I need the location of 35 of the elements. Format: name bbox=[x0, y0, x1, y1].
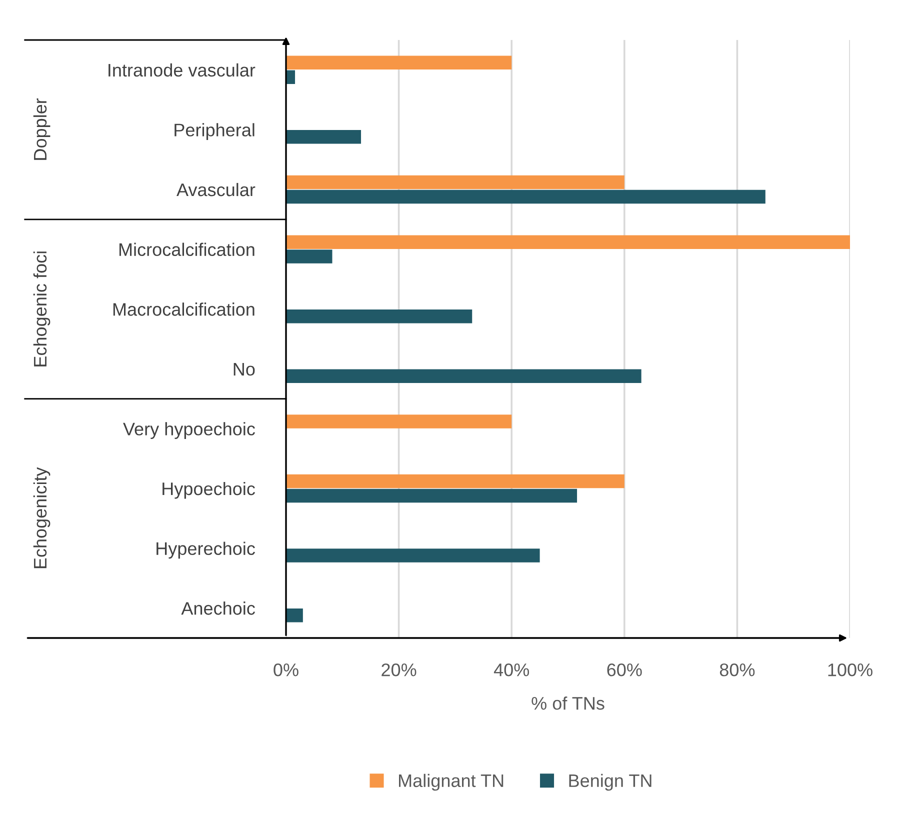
y-tick-label: Avascular bbox=[176, 182, 256, 196]
bar bbox=[286, 235, 850, 249]
x-tick-label: 60% bbox=[607, 663, 642, 676]
y-tick-label: Anechoic bbox=[181, 602, 255, 615]
bar bbox=[286, 130, 362, 144]
x-tick-label: 20% bbox=[382, 663, 416, 676]
y-tick-label: Microcalcification bbox=[119, 242, 254, 256]
x-axis-title: % of TNs bbox=[532, 696, 604, 710]
y-tick-label: Intranode vascular bbox=[108, 63, 256, 77]
x-tick-label: 40% bbox=[494, 663, 530, 676]
y-tick-label: Macrocalcification bbox=[113, 302, 254, 316]
bar bbox=[286, 474, 624, 488]
bar bbox=[286, 414, 512, 428]
legend-label: Malignant TN bbox=[399, 774, 504, 791]
x-tick-label: 100% bbox=[828, 663, 872, 676]
legend-label: Benign TN bbox=[569, 774, 652, 791]
y-tick-label: Hyperechoic bbox=[156, 542, 255, 559]
bar bbox=[286, 369, 642, 383]
bar bbox=[286, 488, 578, 503]
y-tick-label: No bbox=[234, 363, 255, 376]
bar bbox=[286, 309, 472, 324]
x-tick-label: 0% bbox=[274, 663, 298, 676]
bar bbox=[286, 548, 540, 562]
bar bbox=[286, 608, 303, 622]
x-tick-label: 80% bbox=[720, 663, 755, 676]
text: Echogenicity bbox=[33, 467, 50, 568]
bar bbox=[286, 250, 332, 264]
bar bbox=[286, 175, 624, 190]
y-tick-label: Peripheral bbox=[174, 123, 254, 140]
bar bbox=[286, 56, 512, 70]
text: Echogenic foci bbox=[33, 252, 50, 366]
y-tick-label: Hypoechoic bbox=[162, 482, 255, 499]
y-tick-label: Very hypoechoic bbox=[123, 422, 255, 439]
text: Doppler bbox=[33, 98, 50, 160]
bar bbox=[286, 190, 766, 204]
